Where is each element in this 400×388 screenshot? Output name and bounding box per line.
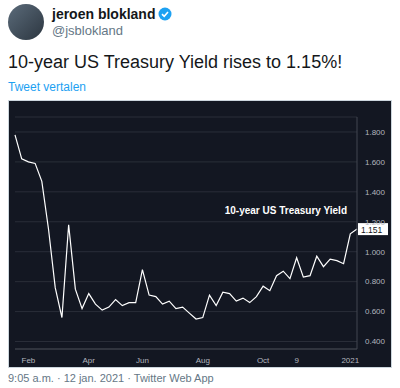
- svg-text:0.400: 0.400: [365, 337, 386, 346]
- svg-text:1.000: 1.000: [365, 248, 386, 257]
- html-text:jeroen blokland: jeroen blokland: [52, 6, 156, 22]
- svg-text:1.200: 1.200: [365, 218, 386, 227]
- svg-text:Jun: Jun: [136, 356, 149, 365]
- html-text:10-year US Treasury Yield: 10-year US Treasury Yield: [224, 205, 347, 216]
- html-text:9:05 a.m. · 12 jan. 2021 · Twi: 9:05 a.m. · 12 jan. 2021 · Twitter Web A…: [8, 372, 214, 384]
- svg-text:0.800: 0.800: [365, 277, 386, 286]
- svg-text:1.800: 1.800: [365, 128, 386, 137]
- svg-text:1.151: 1.151: [361, 224, 383, 235]
- svg-text:Aug: Aug: [196, 356, 210, 365]
- svg-text:9: 9: [294, 356, 299, 365]
- html-text:10-year US Treasury Yield rise: 10-year US Treasury Yield rises to 1.15%…: [8, 52, 343, 72]
- svg-text:Apr: Apr: [83, 356, 96, 365]
- html-text:@jsblokland: @jsblokland: [52, 23, 123, 38]
- svg-text:1.400: 1.400: [365, 188, 386, 197]
- svg-text:2021: 2021: [341, 356, 359, 365]
- svg-text:1.600: 1.600: [365, 158, 386, 167]
- html-text:Tweet vertalen: Tweet vertalen: [8, 80, 86, 94]
- svg-text:Feb: Feb: [22, 356, 36, 365]
- svg-text:Oct: Oct: [257, 356, 270, 365]
- svg-text:0.600: 0.600: [365, 307, 386, 316]
